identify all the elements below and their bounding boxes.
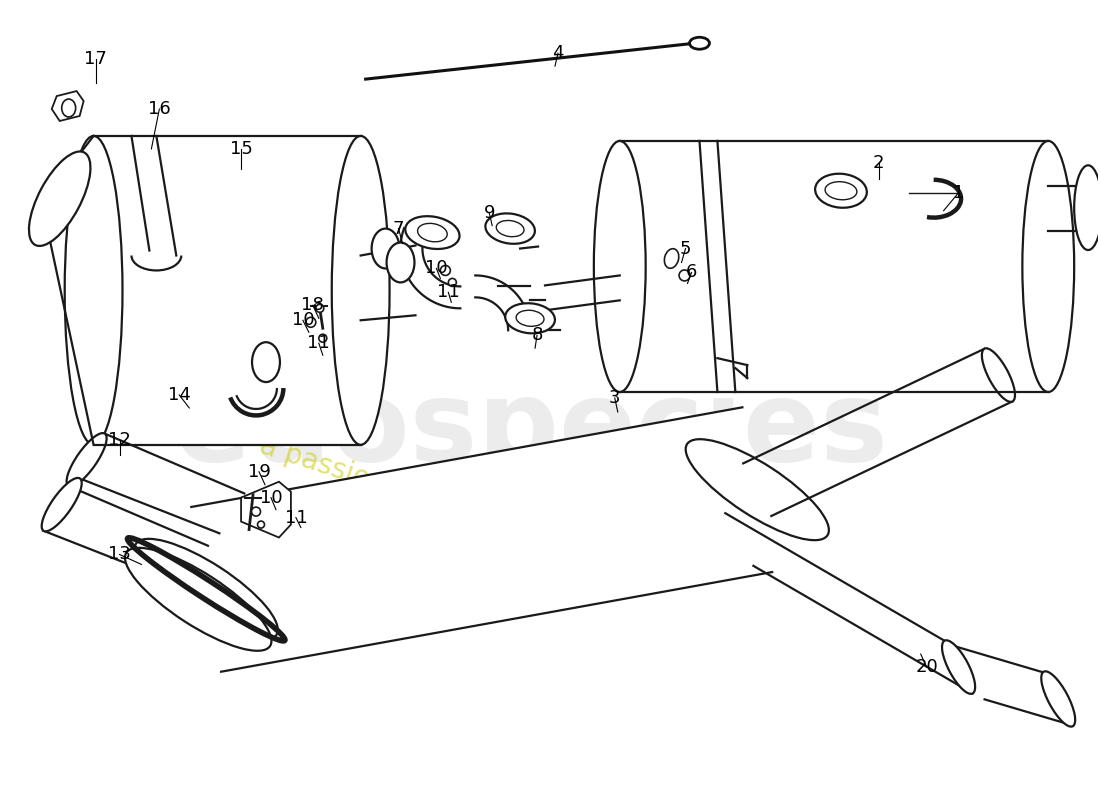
Text: 11: 11 [285, 509, 307, 526]
Text: 19: 19 [248, 462, 271, 481]
Polygon shape [52, 91, 84, 121]
Text: 4: 4 [552, 44, 563, 62]
Text: 20: 20 [915, 658, 938, 676]
Ellipse shape [42, 478, 81, 531]
Ellipse shape [67, 433, 107, 486]
Text: 6: 6 [685, 263, 697, 282]
Ellipse shape [125, 548, 272, 650]
Ellipse shape [664, 249, 679, 268]
Ellipse shape [386, 242, 415, 282]
Text: 8: 8 [531, 326, 542, 344]
Ellipse shape [1075, 166, 1100, 250]
Text: 15: 15 [230, 140, 253, 158]
Ellipse shape [252, 342, 279, 382]
Text: 10: 10 [260, 489, 283, 506]
Ellipse shape [405, 216, 460, 249]
Ellipse shape [485, 214, 535, 244]
Ellipse shape [440, 266, 450, 275]
Polygon shape [619, 141, 1048, 392]
Ellipse shape [1022, 141, 1075, 392]
Ellipse shape [134, 539, 278, 640]
Ellipse shape [332, 136, 389, 445]
Text: 7: 7 [393, 219, 405, 238]
Ellipse shape [252, 507, 261, 516]
Ellipse shape [306, 318, 316, 327]
Text: euospecies: euospecies [173, 374, 888, 486]
Text: a passion for parts since 1985: a passion for parts since 1985 [256, 431, 664, 588]
Ellipse shape [942, 640, 975, 694]
Polygon shape [241, 482, 290, 538]
Ellipse shape [449, 278, 456, 286]
Ellipse shape [372, 229, 399, 269]
Text: 14: 14 [168, 386, 190, 404]
Text: 13: 13 [108, 546, 131, 563]
Ellipse shape [679, 270, 690, 281]
Ellipse shape [825, 182, 857, 200]
Ellipse shape [1042, 671, 1075, 726]
Text: 2: 2 [873, 154, 884, 172]
Text: 16: 16 [148, 100, 170, 118]
Ellipse shape [418, 223, 448, 242]
Text: 18: 18 [301, 296, 324, 314]
Text: 11: 11 [307, 334, 330, 352]
Polygon shape [94, 136, 361, 445]
Polygon shape [191, 407, 772, 672]
Text: 10: 10 [425, 259, 448, 278]
Ellipse shape [62, 99, 76, 117]
Text: 11: 11 [437, 283, 460, 302]
Ellipse shape [516, 310, 544, 326]
Text: 3: 3 [609, 389, 620, 407]
Ellipse shape [685, 439, 829, 540]
Ellipse shape [594, 141, 646, 392]
Ellipse shape [690, 38, 710, 50]
Text: 5: 5 [680, 239, 691, 258]
Ellipse shape [982, 348, 1015, 402]
Text: 9: 9 [484, 204, 495, 222]
Ellipse shape [496, 221, 524, 237]
Text: 10: 10 [292, 311, 315, 330]
Ellipse shape [257, 521, 264, 528]
Text: 17: 17 [84, 50, 107, 68]
Ellipse shape [29, 151, 90, 246]
Ellipse shape [65, 136, 122, 445]
Ellipse shape [815, 174, 867, 208]
Text: 12: 12 [108, 431, 131, 449]
Ellipse shape [316, 304, 323, 312]
Text: 1: 1 [953, 184, 965, 202]
Ellipse shape [505, 303, 554, 334]
Ellipse shape [319, 334, 327, 342]
